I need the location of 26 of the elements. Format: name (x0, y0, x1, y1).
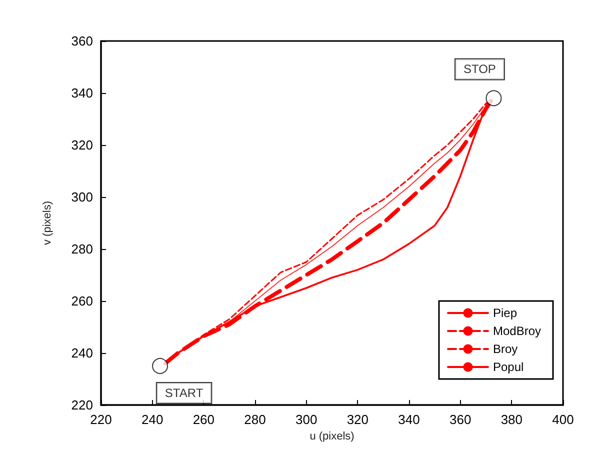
x-tick-label: 280 (244, 412, 266, 427)
y-tick-label: 340 (71, 86, 93, 100)
y-axis-title: v (pixels) (42, 200, 54, 246)
x-tick-label: 220 (90, 412, 112, 427)
y-tick-label: 360 (71, 34, 93, 48)
x-axis-title: u (pixels) (310, 430, 354, 442)
annotation: STOP (463, 62, 496, 76)
y-tick-label: 220 (71, 398, 93, 412)
x-tick-label: 380 (500, 412, 523, 427)
y-tick-label: 320 (71, 138, 93, 152)
x-tick-label: 360 (449, 412, 472, 427)
y-tick-label: 300 (71, 190, 93, 204)
y-tick-label: 240 (71, 346, 93, 360)
x-tick-label: 400 (552, 412, 574, 427)
legend-label: Broy (492, 342, 518, 356)
x-tick-label: 340 (398, 412, 420, 427)
annotation: START (164, 386, 204, 400)
legend-label: Popul (492, 360, 524, 374)
x-tick-label: 240 (141, 412, 164, 427)
legend-label: ModBroy (492, 324, 542, 338)
x-tick-label: 300 (295, 412, 318, 427)
y-tick-label: 260 (71, 294, 93, 308)
y-tick-label: 280 (71, 242, 93, 256)
legend-label: Piep (492, 306, 518, 320)
x-tick-label: 260 (192, 412, 215, 427)
x-tick-label: 320 (346, 412, 369, 427)
